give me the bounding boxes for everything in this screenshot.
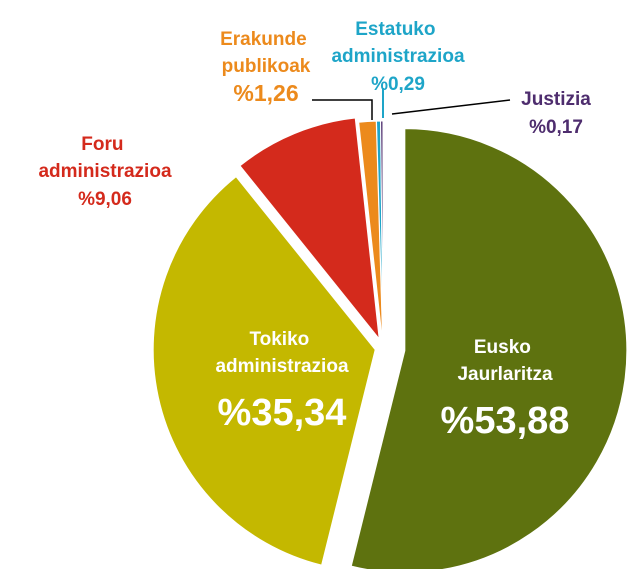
- value-label: %0,29: [371, 74, 425, 95]
- leader-line: [312, 99, 373, 120]
- slice-label: Foru administrazioa: [38, 134, 171, 182]
- slice-label: Estatuko administrazioa: [331, 19, 464, 67]
- pie-slice: [152, 176, 376, 566]
- pie-slice: [380, 120, 384, 344]
- value-label: %0,17: [529, 117, 583, 138]
- value-label: %35,34: [218, 392, 347, 434]
- value-label: %53,88: [441, 400, 570, 442]
- slice-label: Justizia: [521, 89, 591, 110]
- slice-label: Erakunde publikoak: [220, 29, 312, 77]
- value-label: %1,26: [233, 80, 298, 106]
- pie-slice: [239, 117, 380, 341]
- slice-label: Eusko Jaurlaritza: [457, 337, 552, 385]
- leader-line: [391, 99, 511, 115]
- value-label: %9,06: [78, 189, 132, 210]
- slice-label: Tokiko administrazioa: [215, 329, 348, 377]
- pie-slice: [350, 128, 628, 569]
